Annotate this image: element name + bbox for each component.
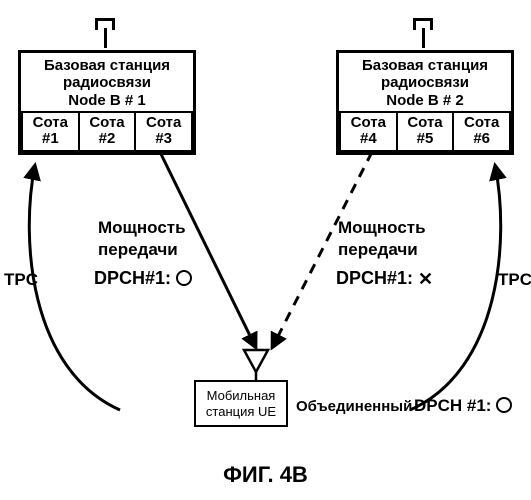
cell-4-l1: Сота: [351, 114, 386, 131]
cell-6: Сота #6: [454, 111, 511, 152]
nodeb2-title: Базовая станция радиосвязи Node B # 2: [339, 53, 511, 111]
ue-l1: Мобильная: [207, 388, 276, 403]
circle-mark-icon: [176, 270, 192, 286]
ue-antenna-icon: [244, 350, 268, 380]
circle-mark-icon: [496, 397, 512, 413]
nodeb1-antenna-icon: [95, 18, 115, 48]
combined-dpch-text: DPCH #1:: [414, 396, 491, 415]
figure-caption: ФИГ. 4B: [0, 462, 531, 488]
cell-5-l1: Сота: [407, 114, 442, 131]
nodeb1-cells: Сота #1 Сота #2 Сота #3: [21, 111, 193, 152]
ue-box: Мобильная станция UE: [194, 380, 288, 427]
combined-label: Объединенный: [296, 398, 412, 416]
diagram-canvas: Базовая станция радиосвязи Node B # 1 Со…: [0, 0, 531, 500]
cell-5: Сота #5: [398, 111, 455, 152]
cell-3-l2: #3: [155, 130, 172, 147]
cell-2: Сота #2: [80, 111, 137, 152]
cell-3-l1: Сота: [146, 114, 181, 131]
cell-3: Сота #3: [136, 111, 193, 152]
tpc-left-label: TPC: [4, 270, 38, 290]
dpch-left-text: DPCH#1:: [94, 268, 171, 288]
cell-5-l2: #5: [417, 130, 434, 147]
nodeb2-title-l2: радиосвязи: [381, 74, 469, 91]
cell-1-l2: #1: [42, 130, 59, 147]
power-left-l2: передачи: [98, 240, 178, 260]
cell-2-l2: #2: [99, 130, 116, 147]
nodeb1-title-l2: радиосвязи: [63, 74, 151, 91]
power-left-l1: Мощность: [98, 218, 186, 238]
nodeb1-title-l3: Node B # 1: [68, 92, 146, 109]
cell-1-l1: Сота: [33, 114, 68, 131]
dpch-left: DPCH#1:: [94, 268, 192, 290]
cell-6-l1: Сота: [464, 114, 499, 131]
tpc-right-label: TPC: [498, 270, 531, 290]
x-mark-icon: ✕: [418, 269, 433, 291]
nodeb2-title-l3: Node B # 2: [386, 92, 464, 109]
nodeb1-title: Базовая станция радиосвязи Node B # 1: [21, 53, 193, 111]
dpch-right: DPCH#1: ✕: [336, 268, 433, 291]
cell-6-l2: #6: [473, 130, 490, 147]
nodeb2-title-l1: Базовая станция: [362, 57, 488, 74]
ue-l2: станция UE: [206, 404, 276, 419]
cell-1: Сота #1: [21, 111, 80, 152]
nodeb1-box: Базовая станция радиосвязи Node B # 1 Со…: [18, 50, 196, 155]
power-right-l1: Мощность: [338, 218, 426, 238]
power-right-l2: передачи: [338, 240, 418, 260]
cell-4-l2: #4: [360, 130, 377, 147]
nodeb2-cells: Сота #4 Сота #5 Сота #6: [339, 111, 511, 152]
nodeb1-title-l1: Базовая станция: [44, 57, 170, 74]
cell-4: Сота #4: [339, 111, 398, 152]
combined-dpch: DPCH #1:: [414, 396, 512, 416]
nodeb2-antenna-icon: [413, 18, 433, 48]
nodeb2-box: Базовая станция радиосвязи Node B # 2 Со…: [336, 50, 514, 155]
dpch-right-text: DPCH#1:: [336, 268, 413, 288]
cell-2-l1: Сота: [89, 114, 124, 131]
